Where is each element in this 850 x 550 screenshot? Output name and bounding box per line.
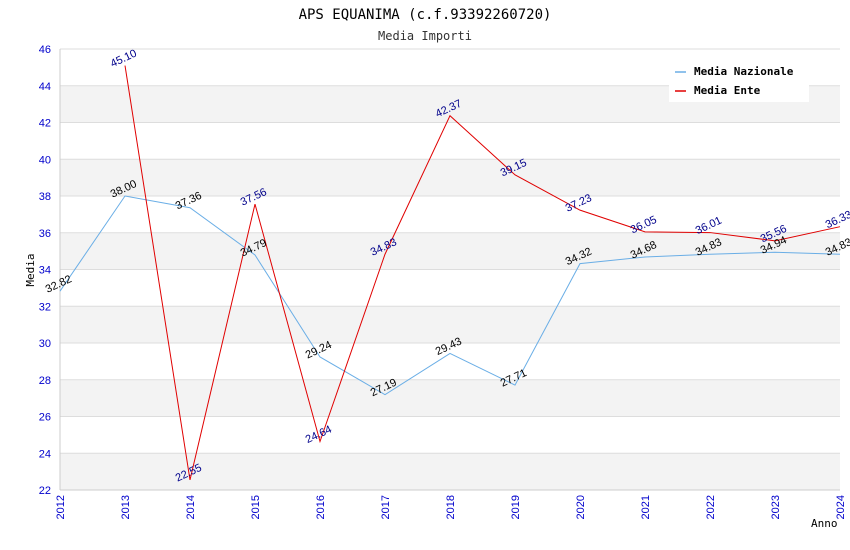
y-tick-label: 38 xyxy=(39,191,51,203)
plot-band xyxy=(60,343,840,380)
x-tick-label: 2012 xyxy=(55,495,67,519)
y-tick-label: 44 xyxy=(39,81,51,93)
y-tick-label: 42 xyxy=(39,118,51,130)
x-tick-label: 2019 xyxy=(510,495,522,519)
plot-band xyxy=(60,269,840,307)
axes xyxy=(59,49,840,491)
x-tick-label: 2020 xyxy=(575,495,587,519)
y-axis-ticks: 22 24 26 28 30 32 34 36 38 40 42 44 46 xyxy=(39,44,51,497)
chart-subtitle: Media Importi xyxy=(378,29,472,43)
x-axis-ticks: 2012 2013 2014 2015 2016 2017 2018 2019 2020 2021… xyxy=(55,495,847,519)
x-tick-label: 2022 xyxy=(705,495,717,519)
plot-band xyxy=(60,306,840,343)
x-tick-label: 2016 xyxy=(315,495,327,519)
legend: Media Nazionale Media Ente xyxy=(669,60,809,102)
plot-band xyxy=(60,379,840,417)
y-axis-label: Media xyxy=(24,253,37,286)
legend-box xyxy=(669,60,809,102)
series-lines xyxy=(59,65,841,481)
x-tick-label: 2015 xyxy=(250,495,262,519)
y-tick-label: 34 xyxy=(39,265,51,277)
y-tick-label: 22 xyxy=(39,485,51,497)
chart-title: APS EQUANIMA (c.f.93392260720) xyxy=(299,7,552,23)
x-axis-label: Anno xyxy=(811,517,838,530)
plot-band xyxy=(60,159,840,196)
series-line-media-ente xyxy=(124,65,841,481)
plot-band xyxy=(60,232,840,270)
plot-band xyxy=(60,122,840,160)
x-tick-label: 2023 xyxy=(770,495,782,519)
legend-label-media-ente: Media Ente xyxy=(694,84,761,97)
y-tick-label: 24 xyxy=(39,448,51,460)
x-tick-label: 2024 xyxy=(835,495,847,519)
plot-band xyxy=(60,196,840,233)
x-tick-label: 2018 xyxy=(445,495,457,519)
series-line-media-nazionale xyxy=(59,195,841,396)
y-tick-label: 46 xyxy=(39,44,51,56)
y-tick-label: 36 xyxy=(39,228,51,240)
y-tick-label: 40 xyxy=(39,154,51,166)
y-tick-label: 30 xyxy=(39,338,51,350)
y-tick-label: 32 xyxy=(39,301,51,313)
x-tick-label: 2021 xyxy=(640,495,652,519)
plot-band xyxy=(60,453,840,490)
y-tick-label: 26 xyxy=(39,412,51,424)
y-tick-label: 28 xyxy=(39,375,51,387)
legend-label-media-nazionale: Media Nazionale xyxy=(694,65,794,78)
x-tick-label: 2017 xyxy=(380,495,392,519)
x-tick-label: 2014 xyxy=(185,495,197,519)
plot-background xyxy=(60,49,840,490)
x-tick-label: 2013 xyxy=(120,495,132,519)
plot-band xyxy=(60,416,840,454)
